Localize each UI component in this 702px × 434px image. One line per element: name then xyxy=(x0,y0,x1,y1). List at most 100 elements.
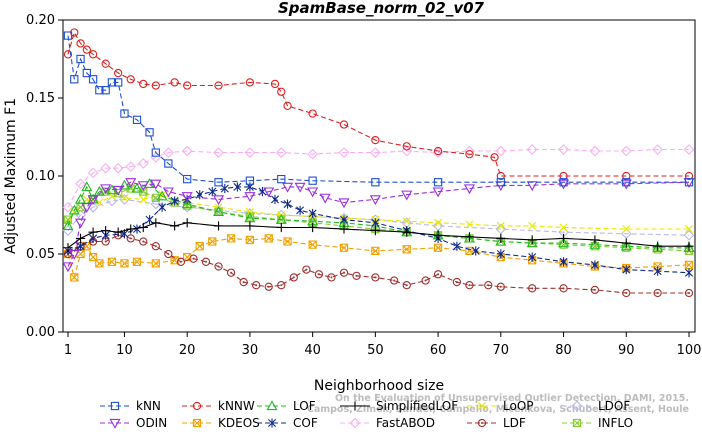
data-point xyxy=(653,266,662,276)
data-point xyxy=(465,281,474,290)
data-point xyxy=(118,179,130,190)
data-point xyxy=(371,135,380,145)
data-point xyxy=(271,194,279,204)
data-point xyxy=(307,148,319,160)
data-point xyxy=(245,78,255,87)
data-point xyxy=(620,240,632,251)
x-tick-label: 30 xyxy=(242,343,259,358)
data-point xyxy=(70,75,79,84)
data-point xyxy=(308,222,318,233)
data-point xyxy=(126,234,135,243)
data-point xyxy=(150,198,162,210)
data-point xyxy=(434,218,443,227)
data-point xyxy=(62,262,74,273)
legend-label: LOF xyxy=(293,399,316,413)
data-point xyxy=(683,229,695,241)
data-point xyxy=(120,259,129,268)
legend-label: SimplifiedLOF xyxy=(376,399,458,413)
data-point xyxy=(283,237,292,246)
data-point xyxy=(95,259,104,268)
data-point xyxy=(622,288,631,298)
data-point xyxy=(277,174,286,184)
data-point xyxy=(137,158,149,169)
data-point xyxy=(145,128,154,137)
x-tick-label: 1 xyxy=(64,343,72,358)
data-point xyxy=(275,147,287,158)
data-point xyxy=(622,178,631,187)
data-point xyxy=(307,187,319,198)
data-point xyxy=(87,167,99,179)
data-point xyxy=(156,190,168,201)
data-point xyxy=(371,178,380,187)
data-point xyxy=(75,193,87,204)
data-point xyxy=(559,171,568,181)
data-point xyxy=(559,257,568,267)
data-point xyxy=(327,273,336,282)
data-point xyxy=(465,220,474,229)
data-point xyxy=(526,237,538,248)
data-point xyxy=(452,277,462,287)
data-point xyxy=(558,179,570,190)
data-point xyxy=(277,87,286,96)
data-point xyxy=(62,220,74,231)
data-point xyxy=(107,257,117,266)
data-point xyxy=(114,78,123,87)
data-point xyxy=(463,184,475,195)
data-point xyxy=(452,241,461,251)
data-point xyxy=(82,45,91,54)
data-point xyxy=(139,237,148,246)
data-point xyxy=(558,237,570,248)
x-tick-label: 100 xyxy=(677,343,702,358)
legend-item-knnw: kNNW xyxy=(182,399,255,413)
data-point xyxy=(652,144,664,155)
data-point xyxy=(63,50,73,59)
data-point xyxy=(76,241,85,251)
legend-label: KDEOS xyxy=(218,416,260,430)
data-point xyxy=(63,215,73,224)
data-point xyxy=(189,254,198,263)
data-point xyxy=(558,233,569,243)
data-point xyxy=(162,147,174,158)
data-point xyxy=(239,277,248,287)
data-point xyxy=(371,218,380,228)
data-point xyxy=(264,234,273,243)
data-point xyxy=(245,176,255,185)
series-cof xyxy=(64,182,693,278)
data-point xyxy=(464,145,475,157)
data-point xyxy=(685,225,693,234)
data-point xyxy=(433,270,443,279)
data-point xyxy=(308,176,317,185)
data-point xyxy=(283,199,292,209)
x-axis-label: Neighborhood size xyxy=(314,378,444,394)
data-point xyxy=(433,178,443,187)
data-point xyxy=(490,153,499,162)
data-point xyxy=(182,218,192,228)
legend-label: kNN xyxy=(136,399,161,413)
x-tick-label: 50 xyxy=(367,343,384,358)
data-point xyxy=(349,417,361,429)
legend-label: ODIN xyxy=(136,416,167,430)
data-point xyxy=(527,235,537,245)
data-point xyxy=(370,226,380,236)
data-point xyxy=(170,78,179,87)
legend-item-ldf: LDF xyxy=(467,416,526,430)
data-point xyxy=(213,206,225,217)
data-point xyxy=(213,195,225,206)
data-point xyxy=(87,195,99,206)
data-point xyxy=(126,224,136,234)
data-point xyxy=(151,242,160,251)
data-point xyxy=(433,230,443,240)
data-point xyxy=(75,218,87,229)
data-point xyxy=(81,181,93,192)
legend-label: FastABOD xyxy=(376,416,435,430)
data-point xyxy=(340,215,348,225)
data-point xyxy=(110,401,120,411)
data-point xyxy=(252,281,261,290)
data-point xyxy=(158,202,167,212)
legend-item-cof: COF xyxy=(257,416,318,430)
x-tick-label: 60 xyxy=(430,343,447,358)
data-point xyxy=(390,276,399,285)
data-point xyxy=(496,221,505,230)
data-point xyxy=(477,418,487,428)
data-point xyxy=(109,418,121,429)
